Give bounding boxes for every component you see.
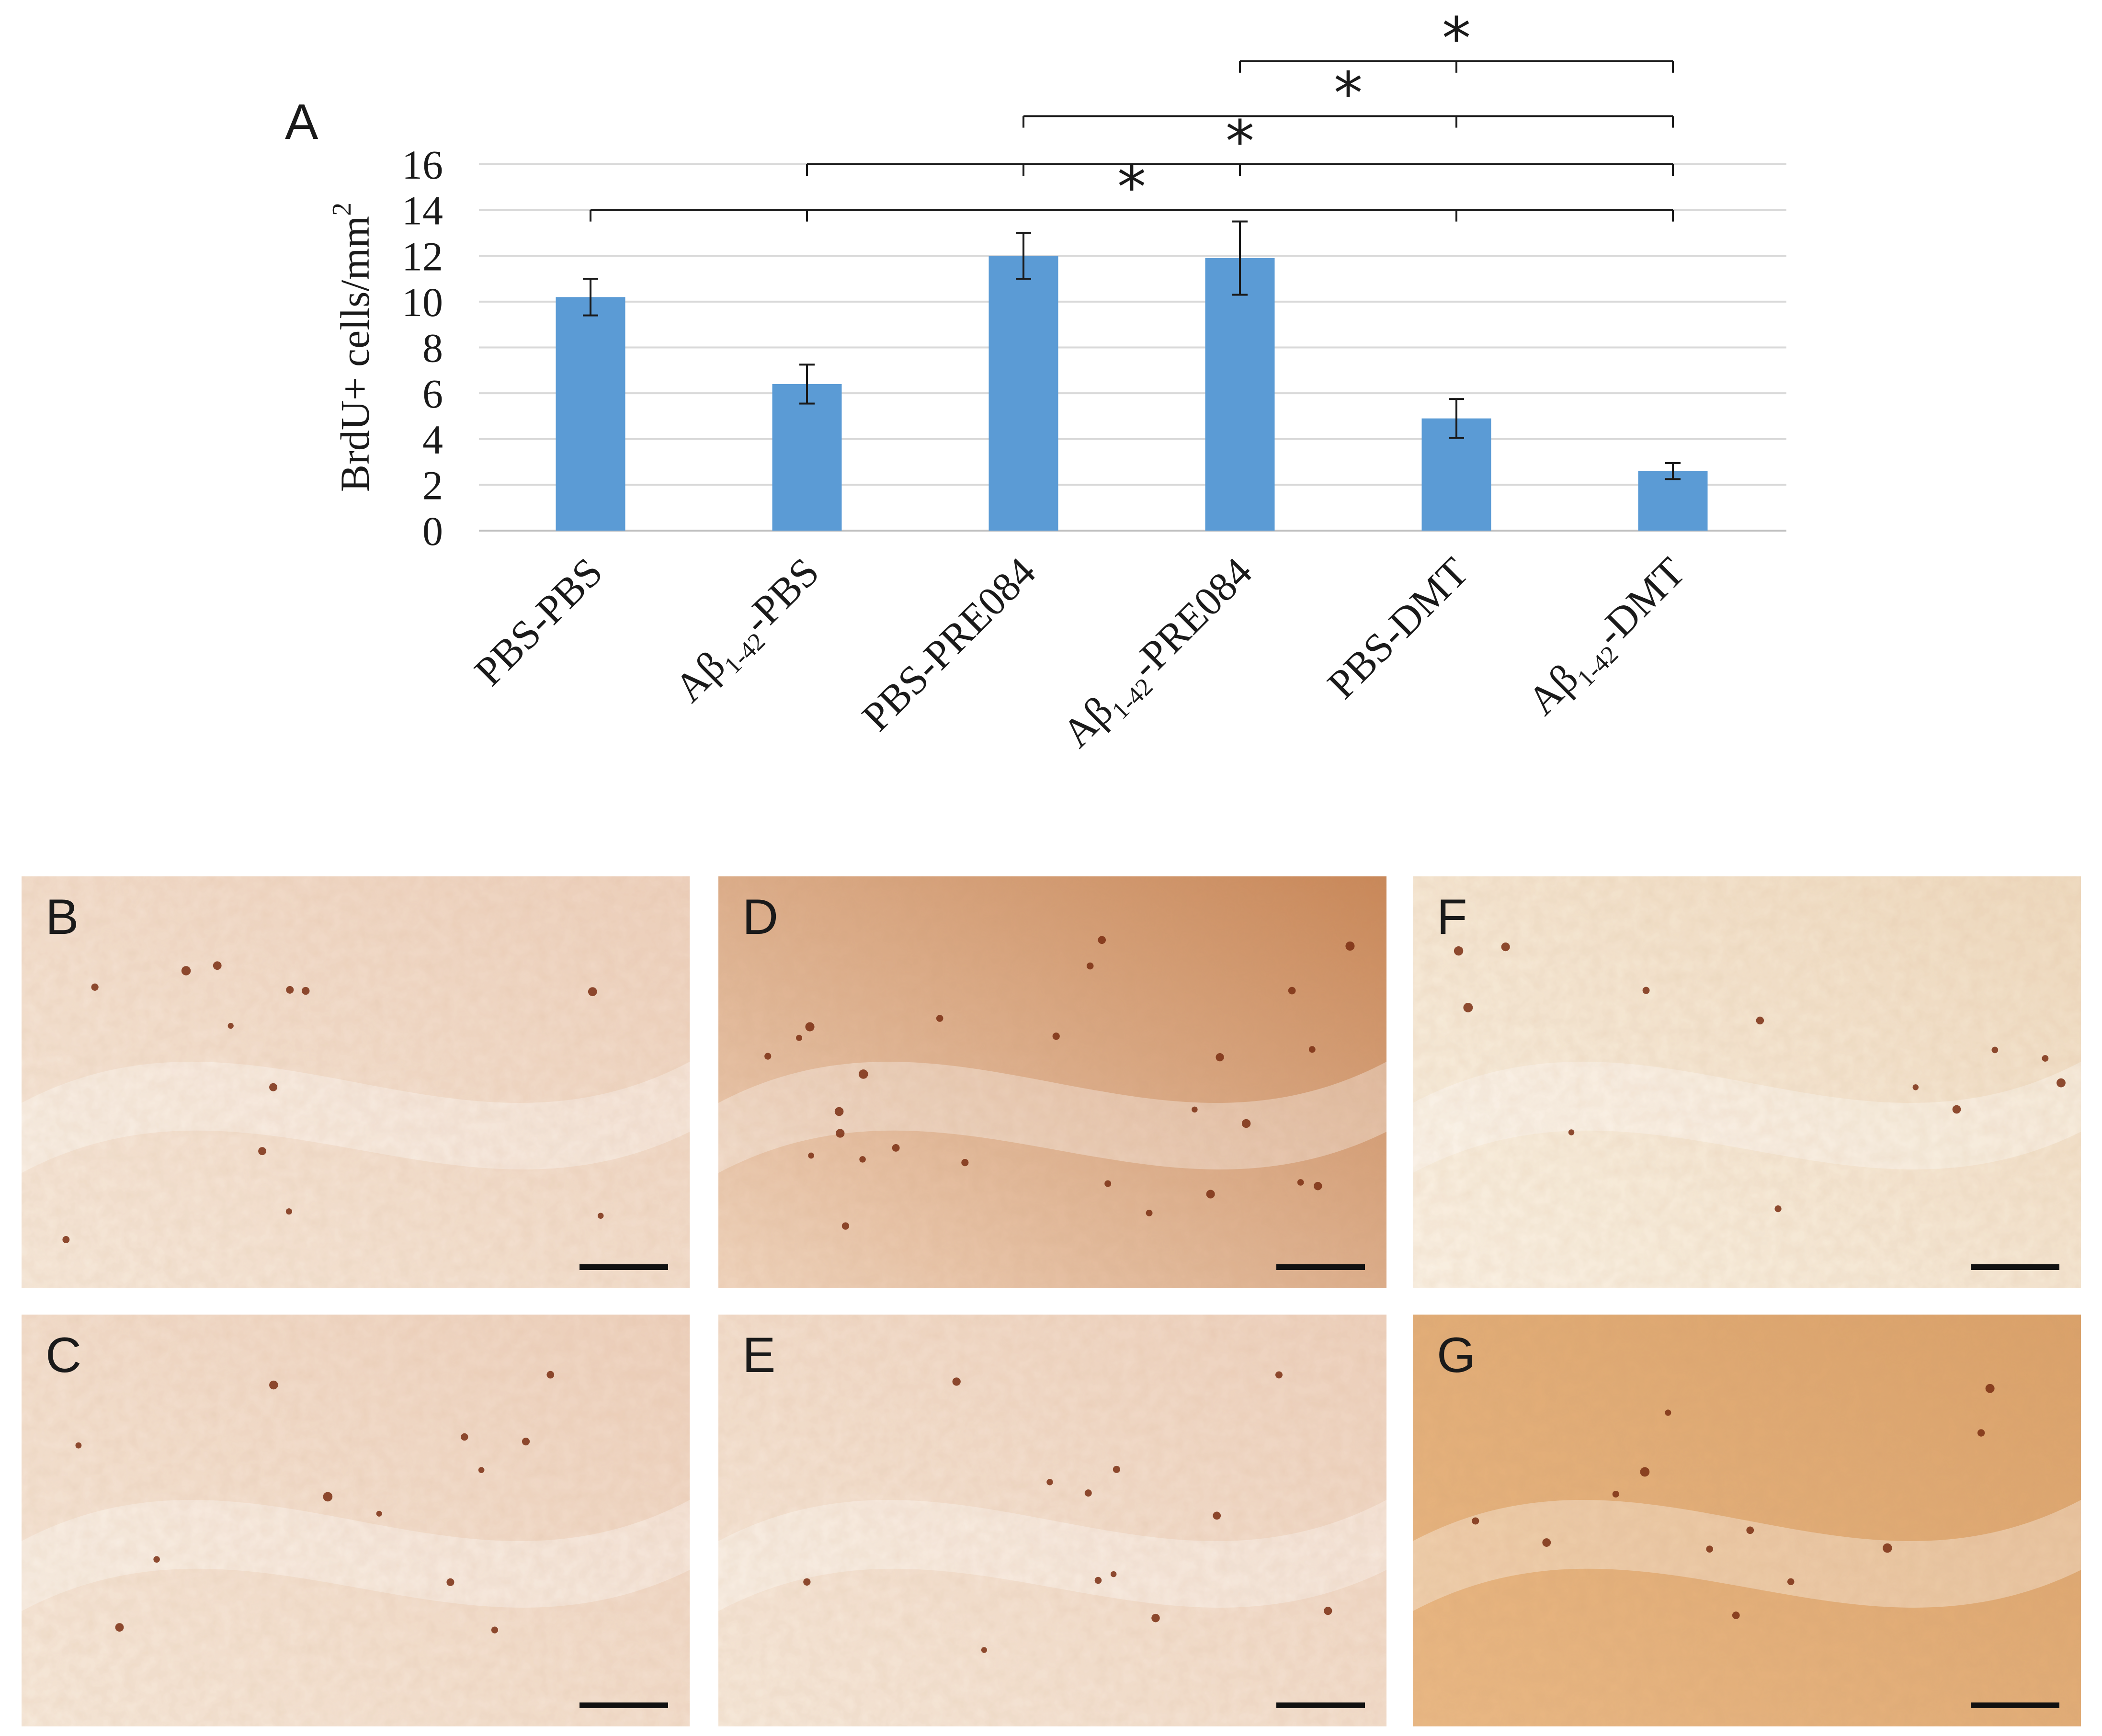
panel-label: D bbox=[742, 889, 778, 945]
micrograph-panel-e: E bbox=[718, 1315, 1386, 1726]
error-bar bbox=[1665, 462, 1681, 480]
panel-label: E bbox=[742, 1328, 775, 1383]
significance-bracket: * bbox=[1239, 6, 1674, 73]
category-labels: PBS-PBS Aβ1-42-PBS PBS-PRE084 Aβ1-42-PRE084… bbox=[466, 549, 1698, 760]
micrograph-panel-d: D bbox=[718, 876, 1386, 1288]
scale-bar bbox=[1971, 1702, 2059, 1708]
scale-bar bbox=[1276, 1264, 1365, 1270]
scale-bar bbox=[579, 1702, 668, 1708]
error-bar bbox=[1232, 220, 1248, 296]
category-label: PBS-PRE084 bbox=[853, 549, 1044, 740]
y-tick-label: 14 bbox=[402, 188, 443, 234]
error-bar bbox=[583, 278, 598, 317]
significance-bracket: * bbox=[1023, 61, 1674, 128]
significance-bracket: * bbox=[590, 155, 1674, 222]
significance-bracket: * bbox=[806, 109, 1674, 176]
micrograph-grid: B C D E F G bbox=[22, 876, 2081, 1726]
scale-bar bbox=[1276, 1702, 1365, 1708]
y-axis-title: BrdU+ cells/mm2 bbox=[327, 203, 378, 492]
panel-label: F bbox=[1437, 889, 1467, 945]
error-bars bbox=[583, 220, 1681, 480]
scale-bar bbox=[579, 1264, 668, 1270]
bar bbox=[1638, 471, 1708, 531]
micrograph-panel-c: C bbox=[22, 1315, 690, 1726]
category-label: Aβ1-42-DMT bbox=[1519, 549, 1698, 728]
significance-star: * bbox=[1226, 109, 1254, 175]
y-tick-label: 12 bbox=[402, 233, 443, 279]
significance-brackets: * * * * bbox=[590, 6, 1674, 222]
significance-star: * bbox=[1334, 61, 1363, 127]
significance-star: * bbox=[1442, 6, 1471, 72]
bar bbox=[989, 256, 1058, 531]
bar bbox=[772, 384, 842, 531]
panel-label-a: A bbox=[285, 94, 318, 150]
micrograph-panel-g: G bbox=[1413, 1315, 2081, 1726]
y-tick-label: 16 bbox=[402, 142, 443, 188]
panel-label: C bbox=[45, 1328, 81, 1383]
category-label: Aβ1-42-PBS bbox=[666, 549, 832, 715]
category-label: PBS-DMT bbox=[1318, 549, 1477, 707]
category-label: Aβ1-42-PRE084 bbox=[1053, 549, 1265, 760]
scale-bar bbox=[1971, 1264, 2059, 1270]
y-tick-label: 6 bbox=[422, 371, 443, 417]
panel-label: G bbox=[1437, 1328, 1476, 1383]
y-tick-label: 0 bbox=[422, 508, 443, 554]
bar bbox=[556, 297, 625, 531]
category-label: PBS-PBS bbox=[466, 549, 612, 695]
panel-label: B bbox=[45, 889, 79, 945]
y-tick-label: 10 bbox=[402, 279, 443, 325]
error-bar bbox=[1016, 232, 1031, 280]
micrograph-panel-b: B bbox=[22, 876, 690, 1288]
y-tick-label: 8 bbox=[422, 325, 443, 371]
error-bar bbox=[799, 363, 815, 405]
y-tick-label: 2 bbox=[422, 462, 443, 508]
bar bbox=[1205, 258, 1275, 531]
bars bbox=[556, 256, 1708, 531]
y-tick-label: 4 bbox=[422, 417, 443, 463]
micrograph-panel-f: F bbox=[1413, 876, 2081, 1288]
significance-star: * bbox=[1117, 155, 1146, 221]
error-bar bbox=[1449, 398, 1464, 439]
